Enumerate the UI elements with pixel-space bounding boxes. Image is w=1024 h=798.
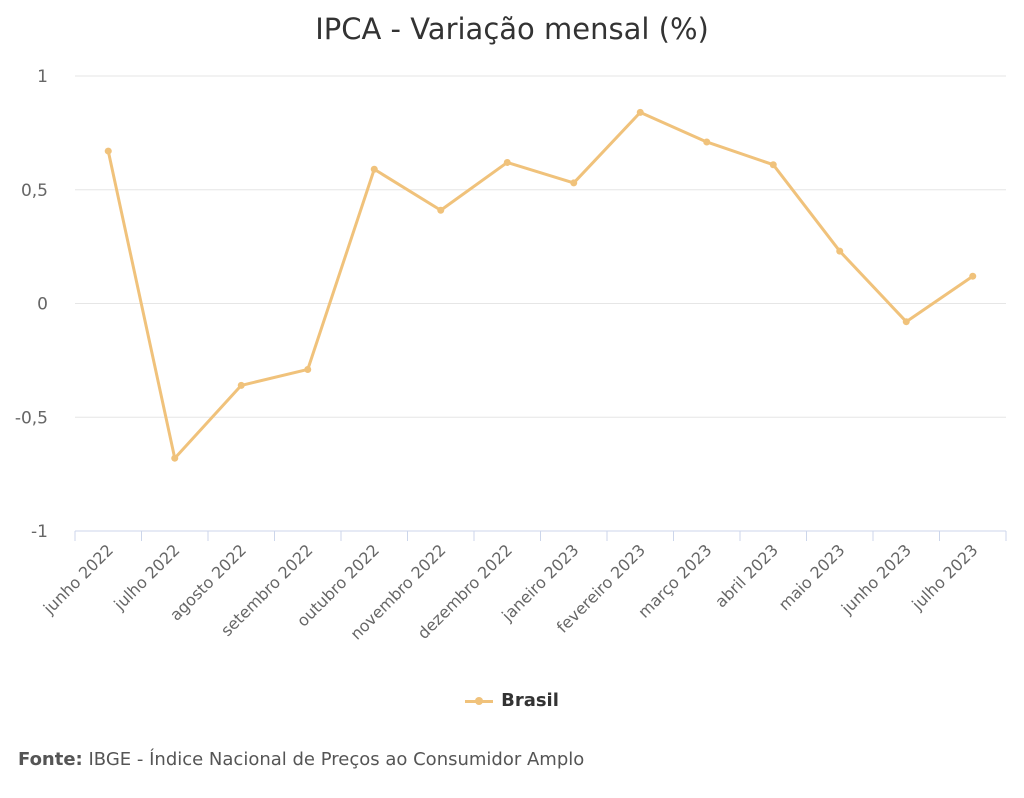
legend[interactable]: Brasil <box>0 690 1024 711</box>
data-point[interactable] <box>171 454 179 462</box>
x-axis <box>74 530 1007 541</box>
source-note: Fonte: IBGE - Índice Nacional de Preços … <box>18 749 584 770</box>
source-text: IBGE - Índice Nacional de Preços ao Cons… <box>88 749 585 770</box>
y-tick-label: 1 <box>37 67 48 87</box>
series-layer <box>104 108 977 462</box>
legend-label-brasil[interactable]: Brasil <box>501 690 559 711</box>
data-point[interactable] <box>636 108 644 116</box>
y-tick-label: -0,5 <box>15 408 48 428</box>
data-point[interactable] <box>703 138 711 146</box>
data-point[interactable] <box>902 318 910 326</box>
data-point[interactable] <box>570 179 578 187</box>
y-tick-label: -1 <box>31 522 48 542</box>
data-point[interactable] <box>969 272 977 280</box>
x-tick-label: abril 2023 <box>711 540 782 611</box>
data-point[interactable] <box>503 158 511 166</box>
x-tick-label: junho 2022 <box>39 540 117 618</box>
data-point[interactable] <box>237 381 245 389</box>
grid-layer <box>75 75 1006 418</box>
source-label: Fonte: <box>18 749 83 770</box>
data-point[interactable] <box>769 161 777 169</box>
legend-symbol <box>465 694 494 708</box>
x-tick-label: julho 2023 <box>907 540 981 614</box>
y-tick-label: 0 <box>37 295 48 315</box>
x-tick-label: junho 2023 <box>837 540 915 618</box>
legend-marker-icon <box>475 696 484 705</box>
data-point[interactable] <box>437 206 445 214</box>
y-axis-labels: 1 0,5 0 -0,5 -1 <box>15 67 48 542</box>
series-line[interactable] <box>106 110 975 460</box>
y-tick-label: 0,5 <box>21 181 48 201</box>
chart-title: IPCA - Variação mensal (%) <box>315 12 709 46</box>
data-point[interactable] <box>836 247 844 255</box>
data-point[interactable] <box>104 147 112 155</box>
data-point[interactable] <box>370 165 378 173</box>
data-point[interactable] <box>304 365 312 373</box>
